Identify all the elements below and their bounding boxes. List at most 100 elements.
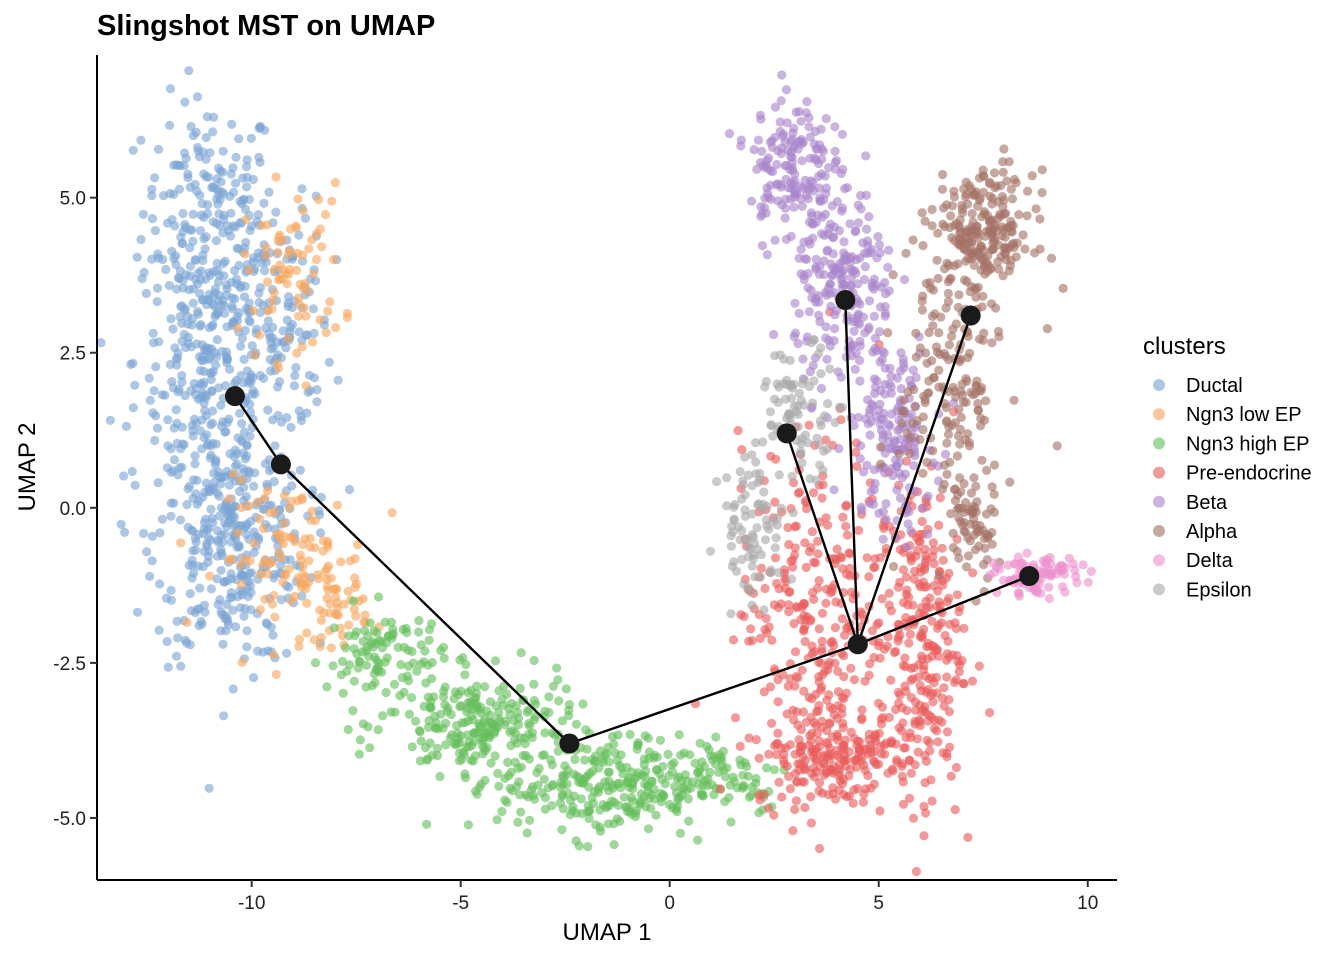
- data-point: [917, 628, 927, 638]
- data-point: [854, 737, 865, 747]
- data-point: [222, 613, 232, 623]
- data-point: [294, 634, 305, 644]
- data-point: [796, 449, 806, 459]
- data-point: [282, 279, 292, 289]
- data-point: [770, 102, 781, 112]
- data-point: [781, 85, 792, 95]
- data-point: [1044, 582, 1054, 592]
- data-point: [522, 828, 532, 838]
- data-point: [456, 701, 466, 711]
- data-point: [643, 733, 653, 743]
- data-point: [854, 746, 865, 756]
- data-point: [950, 618, 960, 628]
- data-point: [670, 781, 680, 792]
- data-point: [289, 381, 299, 391]
- data-point: [771, 533, 781, 543]
- data-point: [851, 348, 861, 358]
- data-point: [898, 777, 908, 787]
- data-point: [561, 684, 571, 694]
- data-point: [229, 187, 239, 197]
- data-point: [746, 790, 756, 801]
- data-point: [196, 210, 206, 220]
- data-point: [128, 403, 138, 413]
- data-point: [1031, 204, 1041, 214]
- data-point: [351, 627, 361, 637]
- data-point: [911, 866, 922, 877]
- data-point: [674, 772, 684, 782]
- data-point: [182, 500, 192, 510]
- data-point: [194, 529, 204, 539]
- data-point: [228, 684, 238, 694]
- data-point: [790, 804, 800, 815]
- data-point: [557, 716, 567, 726]
- data-point: [814, 843, 825, 854]
- data-point: [258, 524, 268, 534]
- data-point: [469, 693, 479, 704]
- data-point: [255, 605, 265, 615]
- data-point: [485, 697, 495, 707]
- data-point: [759, 605, 769, 615]
- data-point: [811, 754, 821, 764]
- data-point: [881, 499, 891, 509]
- data-point: [796, 116, 806, 126]
- data-point: [976, 265, 986, 275]
- data-point: [516, 807, 526, 817]
- data-point: [954, 667, 964, 677]
- data-point: [180, 390, 190, 401]
- data-point: [358, 594, 368, 604]
- data-point: [246, 133, 256, 143]
- data-point: [278, 577, 288, 587]
- data-point: [954, 607, 964, 617]
- data-point: [857, 609, 867, 619]
- data-point: [751, 438, 761, 448]
- data-point: [731, 566, 742, 576]
- data-point: [237, 418, 247, 429]
- data-point: [176, 232, 186, 242]
- data-point: [320, 567, 330, 577]
- data-point: [454, 748, 465, 758]
- data-point: [167, 377, 177, 387]
- data-point: [255, 570, 266, 580]
- data-point: [423, 722, 434, 733]
- data-point: [267, 304, 277, 314]
- data-point: [224, 506, 234, 516]
- data-point: [804, 692, 814, 703]
- data-point: [935, 601, 945, 611]
- data-point: [844, 548, 854, 558]
- data-point: [910, 760, 920, 770]
- data-point: [796, 741, 807, 751]
- data-point: [777, 200, 787, 210]
- data-point: [495, 717, 505, 727]
- data-point: [479, 718, 489, 728]
- data-point: [206, 420, 216, 430]
- data-point: [1022, 548, 1032, 558]
- data-point: [757, 241, 768, 251]
- data-point: [919, 801, 929, 812]
- data-point: [513, 763, 523, 774]
- data-point: [184, 66, 194, 76]
- data-point: [753, 500, 763, 510]
- data-point: [531, 699, 541, 709]
- data-point: [273, 350, 283, 360]
- data-point: [193, 306, 203, 317]
- legend-label: Ngn3 low EP: [1186, 404, 1302, 426]
- data-point: [215, 511, 225, 521]
- data-point: [219, 711, 229, 721]
- data-point: [860, 248, 870, 258]
- data-point: [380, 617, 390, 627]
- data-point: [424, 635, 434, 645]
- data-point: [830, 323, 840, 334]
- data-point: [317, 242, 327, 252]
- data-point: [855, 376, 865, 386]
- data-point: [803, 194, 814, 204]
- data-point: [773, 397, 783, 407]
- data-point: [778, 670, 788, 680]
- data-point: [441, 740, 451, 750]
- data-point: [762, 763, 772, 773]
- data-point: [294, 641, 304, 652]
- data-point: [349, 676, 359, 686]
- data-point: [186, 121, 196, 132]
- data-point: [615, 760, 625, 771]
- data-point: [952, 451, 963, 461]
- data-point: [236, 579, 246, 589]
